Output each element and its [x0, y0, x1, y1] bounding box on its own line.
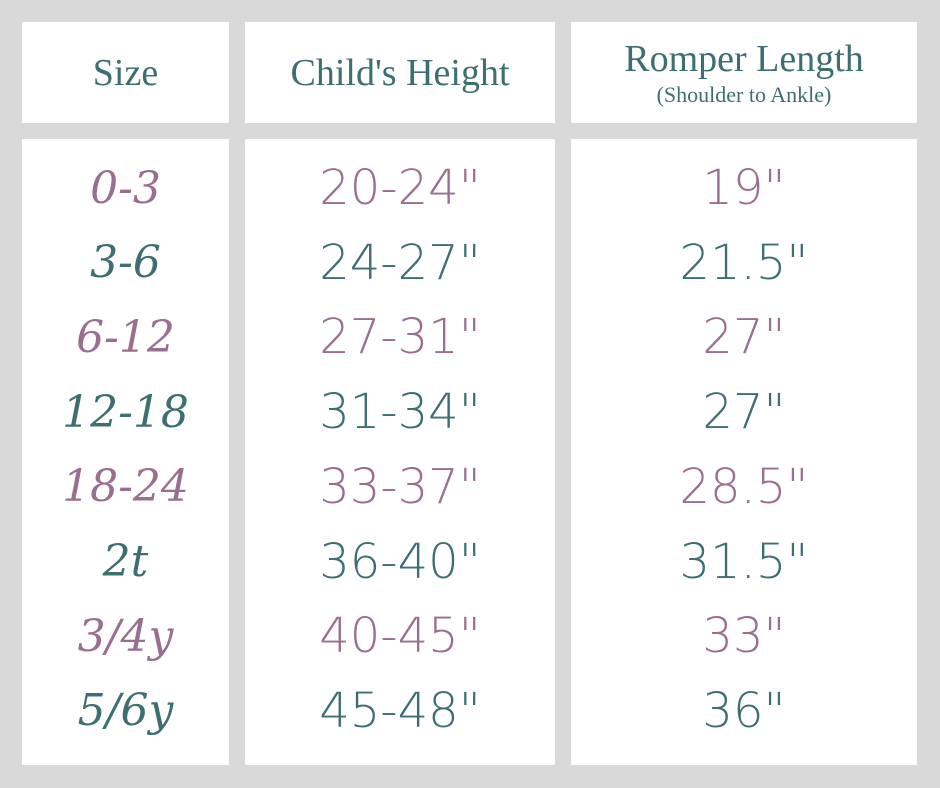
cell-length: 21.5": [679, 234, 809, 291]
cell-height: 40-45": [319, 608, 481, 665]
cell-height: 20-24": [319, 160, 481, 216]
header-length-label: Romper Length: [624, 37, 864, 80]
header-size: Size: [22, 22, 229, 123]
cell-size: 3-6: [90, 237, 161, 289]
cell-size: 12-18: [62, 386, 189, 438]
header-height-label: Child's Height: [290, 51, 510, 94]
cell-length: 36": [702, 682, 786, 739]
cell-height: 33-37": [319, 458, 481, 515]
cell-size: 5/6y: [77, 685, 174, 737]
cell-size: 0-3: [90, 162, 161, 214]
cell-length: 33": [702, 608, 786, 665]
cell-length: 28.5": [679, 458, 809, 515]
header-size-label: Size: [92, 51, 159, 94]
header-length: Romper Length (Shoulder to Ankle): [571, 22, 917, 123]
size-column: 0-3 3-6 6-12 12-18 18-24 2t 3/4y 5/6y: [22, 139, 229, 765]
height-column: 20-24" 24-27" 27-31" 31-34" 33-37" 36-40" 40-4…: [245, 139, 555, 765]
cell-size: 3/4y: [77, 610, 174, 662]
cell-length: 27": [702, 384, 786, 441]
cell-height: 45-48": [319, 682, 481, 739]
cell-height: 27-31": [319, 309, 481, 366]
header-length-sublabel: (Shoulder to Ankle): [656, 81, 832, 107]
cell-length: 19": [702, 160, 786, 216]
cell-size: 2t: [102, 536, 149, 587]
length-column: 19" 21.5" 27" 27" 28.5" 31.5" 33" 36": [571, 139, 917, 765]
cell-size: 18-24: [62, 461, 189, 513]
cell-height: 36-40": [319, 533, 481, 590]
cell-length: 31.5": [679, 533, 809, 590]
cell-height: 31-34": [319, 384, 481, 441]
cell-length: 27": [702, 309, 786, 366]
cell-height: 24-27": [319, 234, 481, 291]
header-height: Child's Height: [245, 22, 555, 123]
cell-size: 6-12: [76, 311, 175, 363]
